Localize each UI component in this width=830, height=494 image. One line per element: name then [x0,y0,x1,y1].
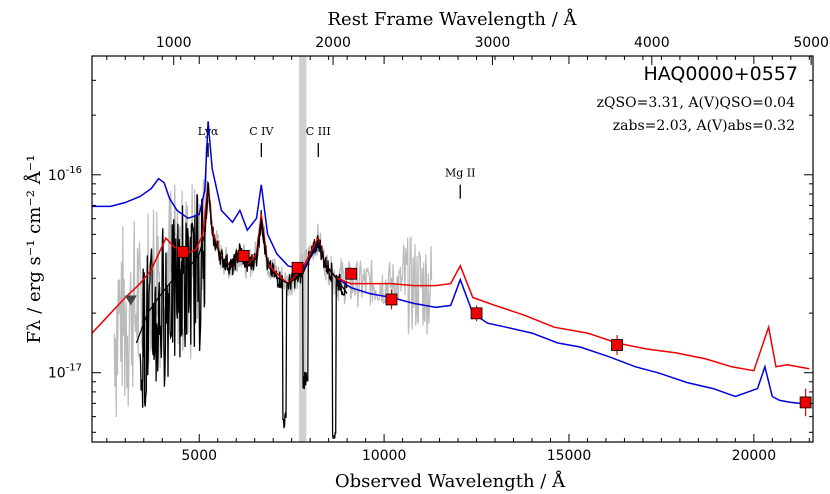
photometry-point [237,250,250,262]
series-black-observed-spectrum [135,184,348,344]
photometry-point [611,339,623,351]
absorber-params: zabs=2.03, A(V)abs=0.32 [613,118,795,134]
x-tick-label: 10000 [362,448,407,464]
photometry-point [799,396,812,409]
top-tick-label: 3000 [475,35,511,51]
top-tick-label: 4000 [634,35,670,51]
photometry-points [177,246,812,417]
line-label: C III [306,125,331,138]
plot-background [92,56,813,442]
photometry-point [470,307,483,320]
top-axis-title: Rest Frame Wavelength / Å [327,8,577,30]
emission-line-markers: Lyα C IV C III Mg II [198,125,476,199]
photometry-point [385,293,398,306]
plot-frame [91,55,814,443]
y-tick-label: 10-17 [48,363,82,382]
line-label: C IV [249,125,274,138]
line-label: Lyα [198,125,219,138]
y-axis-ticks: 10-16 10-17 [48,79,813,433]
qso-params: zQSO=3.31, A(V)QSO=0.04 [597,95,795,111]
x-tick-label: 5000 [181,448,217,464]
y-axis-title: Fλ / erg s⁻¹ cm⁻² Å⁻¹ [23,155,45,344]
photometry-point [345,267,358,280]
upper-limit-marker [124,295,137,306]
telluric-band [299,56,307,442]
x-tick-label: 15000 [547,448,592,464]
line-label: Mg II [445,167,476,180]
x-tick-label: 20000 [732,448,777,464]
object-name: HAQ0000+0557 [643,63,798,85]
y-tick-label: 10-16 [48,165,82,184]
top-axis-ticks: 1000 2000 3000 4000 5000 [156,35,829,65]
x-axis-title: Observed Wavelength / Å [335,470,566,492]
top-tick-label: 5000 [793,35,829,51]
photometry-point [291,261,304,274]
top-tick-label: 1000 [156,35,192,51]
photometry-point [177,246,189,258]
bottom-axis-ticks: 5000 10000 15000 20000 [106,56,810,464]
top-tick-label: 2000 [315,35,351,51]
